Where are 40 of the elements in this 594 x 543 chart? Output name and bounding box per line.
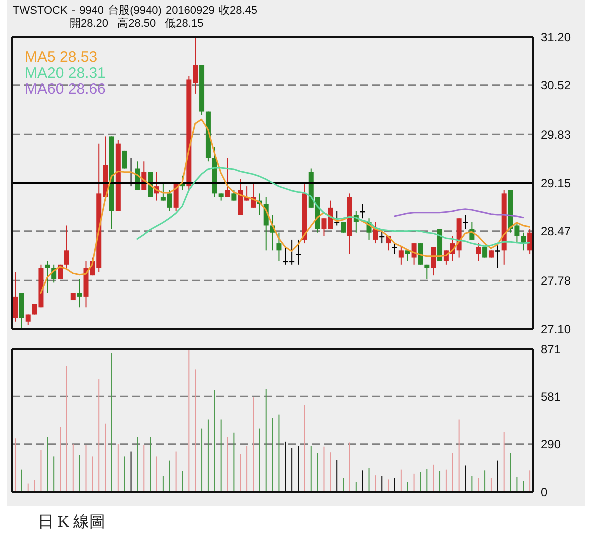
line-series (394, 208, 524, 219)
candlestick (392, 243, 398, 255)
text: MA5 28.53 (25, 49, 99, 66)
candlestick (418, 243, 424, 266)
candlestick (476, 243, 482, 262)
y-tick-label: 27.10 (541, 322, 572, 336)
candlestick (232, 190, 237, 202)
chart-subtitle: 開28.20 高28.50 低28.15 (70, 16, 204, 31)
y-tick-label: 29.83 (541, 128, 572, 142)
y-tick-label: 290 (541, 438, 562, 452)
candlestick (398, 246, 404, 266)
y-tick-label: 30.52 (541, 78, 572, 93)
candlestick (341, 222, 346, 234)
text: 日 K 線圖 (38, 513, 106, 533)
candlestick (225, 158, 230, 198)
y-tick-label: 871 (541, 342, 562, 356)
y-tick-label: 29.15 (541, 176, 572, 190)
candlestick (77, 278, 82, 308)
y-tick-label: 581 (541, 390, 562, 404)
candlestick (463, 214, 468, 230)
candlestick (122, 150, 128, 170)
y-tick-label: 27.78 (541, 274, 572, 288)
candlestick (276, 232, 282, 262)
candlestick (13, 272, 18, 322)
text: MA60 28.66 (25, 81, 106, 98)
candlestick (373, 222, 378, 244)
text: MA20 28.31 (25, 65, 106, 82)
candlestick (424, 264, 430, 280)
candlestick (334, 210, 340, 226)
candlestick (431, 246, 436, 276)
candlestick (412, 243, 417, 266)
candlestick (296, 239, 302, 266)
candlestick (482, 246, 488, 258)
y-tick-label: 28.47 (541, 224, 572, 239)
candlestick (64, 225, 70, 269)
chart-title: TWSTOCK - 9940 台股(9940) 20160929 收28.45 (13, 4, 258, 18)
candlestick (45, 260, 50, 294)
y-tick-label: 31.20 (541, 30, 572, 44)
y-tick-label: 0 (541, 485, 548, 500)
candlestick (495, 243, 500, 269)
